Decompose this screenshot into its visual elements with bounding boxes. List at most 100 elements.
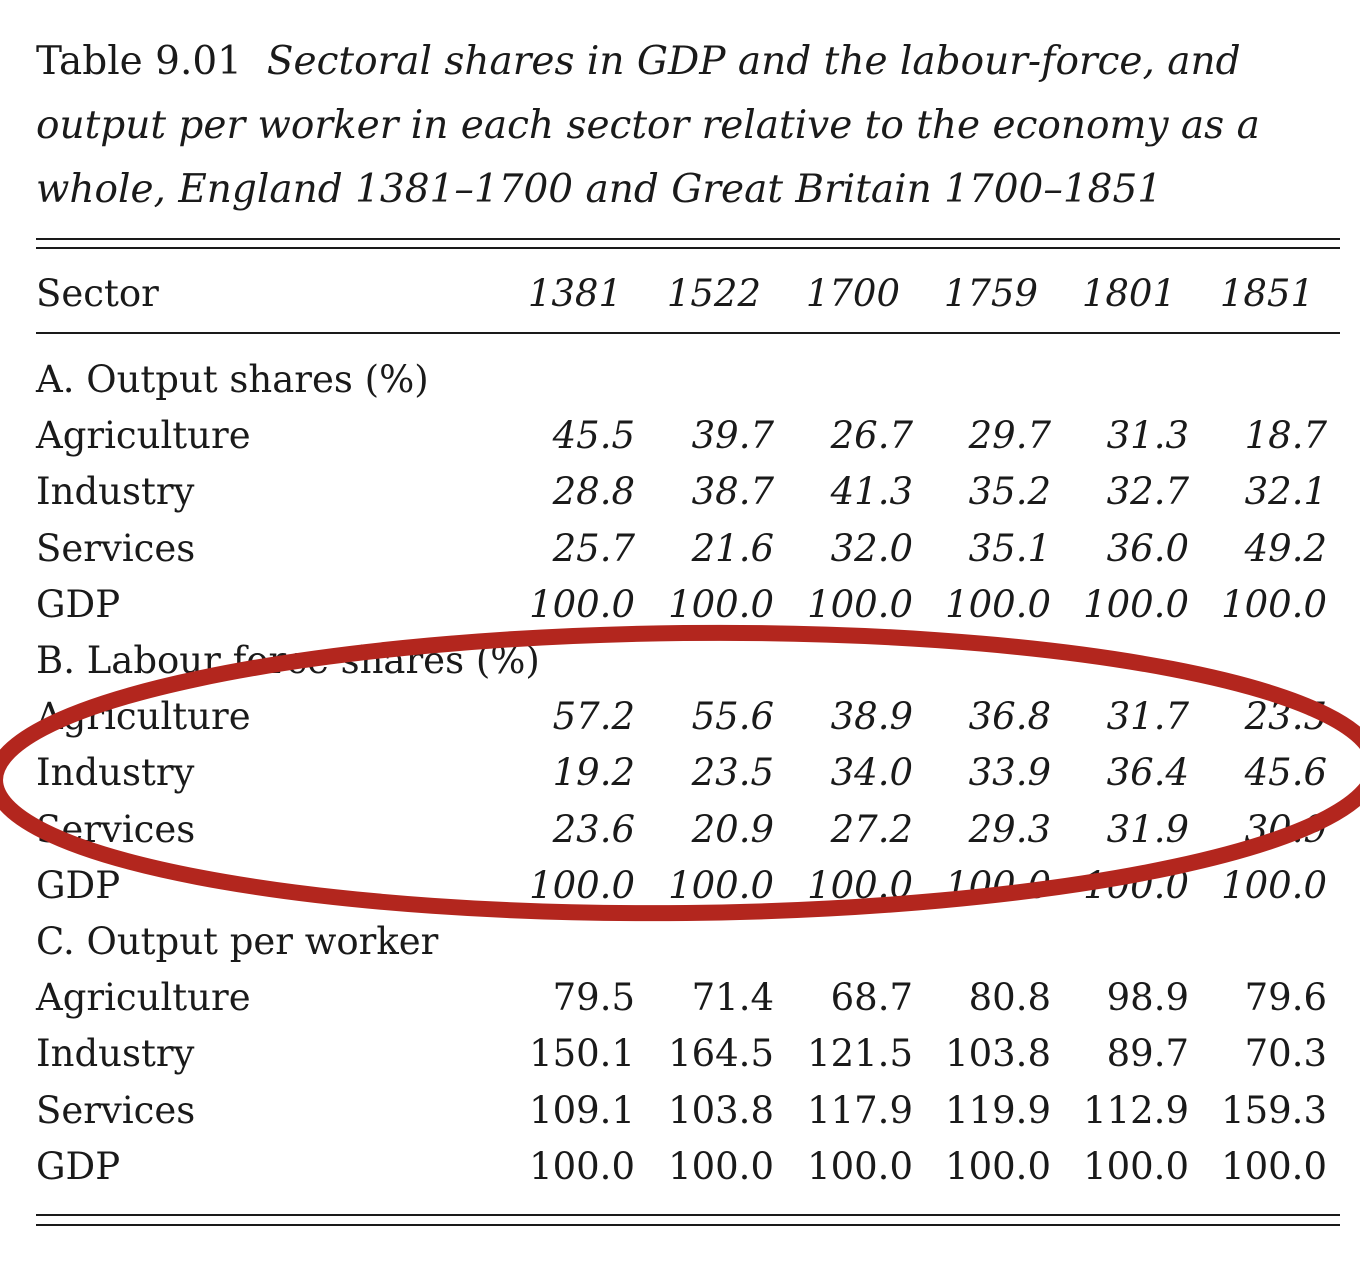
value-cell: 30.9 [1244,807,1327,851]
value-cell: 100.0 [807,582,913,626]
header-year: 1759 [943,272,1038,315]
value-cell: 98.9 [1106,976,1189,1020]
value-cell: 100.0 [945,1144,1051,1188]
value-cell: 71.4 [691,976,774,1020]
header-row: Sector 1381 1522 1700 1759 1801 1851 [0,266,1360,322]
header-year: 1851 [1219,272,1314,315]
top-rule-2 [36,247,1340,249]
value-cell: 117.9 [807,1088,913,1132]
value-cell: 68.7 [830,976,913,1020]
top-rule-1 [36,238,1340,240]
row-label: Services [36,526,196,570]
value-cell: 29.7 [968,414,1051,458]
value-cell: 100.0 [1083,1144,1189,1188]
table-row: Services 23.6 20.9 27.2 29.3 31.9 30.9 [0,802,1360,858]
value-cell: 150.1 [529,1032,635,1076]
value-cell: 159.3 [1221,1088,1327,1132]
value-cell: 121.5 [807,1032,913,1076]
row-label: GDP [36,863,121,907]
header-year: 1801 [1081,272,1176,315]
section-title: B. Labour force shares (%) [36,639,540,682]
value-cell: 36.8 [968,695,1051,739]
value-cell: 100.0 [529,863,635,907]
section-title-row: B. Labour force shares (%) [0,633,1360,689]
row-label: Industry [36,470,195,514]
section-title-row: A. Output shares (%) [0,352,1360,408]
value-cell: 49.2 [1244,526,1327,570]
value-cell: 100.0 [1221,1144,1327,1188]
value-cell: 26.7 [830,414,913,458]
value-cell: 100.0 [1083,582,1189,626]
value-cell: 100.0 [668,1144,774,1188]
value-cell: 38.9 [830,695,913,739]
value-cell: 79.6 [1244,976,1327,1020]
value-cell: 100.0 [807,1144,913,1188]
row-label: Services [36,807,196,851]
row-label: Agriculture [36,976,251,1020]
value-cell: 119.9 [945,1088,1051,1132]
value-cell: 28.8 [552,470,635,514]
value-cell: 33.9 [968,751,1051,795]
value-cell: 80.8 [968,976,1051,1020]
bottom-rule-2 [36,1224,1340,1226]
header-rule [36,332,1340,334]
value-cell: 36.4 [1106,751,1189,795]
section-title-row: C. Output per worker [0,914,1360,970]
value-cell: 23.5 [1244,695,1327,739]
value-cell: 32.7 [1106,470,1189,514]
value-cell: 100.0 [945,863,1051,907]
value-cell: 20.9 [691,807,774,851]
table-row: Industry 19.2 23.5 34.0 33.9 36.4 45.6 [0,745,1360,801]
header-year: 1700 [805,272,900,315]
value-cell: 35.1 [968,526,1051,570]
table-row: GDP 100.0 100.0 100.0 100.0 100.0 100.0 [0,858,1360,914]
table-row: GDP 100.0 100.0 100.0 100.0 100.0 100.0 [0,577,1360,633]
row-label: Agriculture [36,695,251,739]
value-cell: 25.7 [552,526,635,570]
table-number: Table 9.01 [36,39,242,84]
table-title: Sectoral shares in GDP and the labour-fo… [36,39,1260,212]
row-label: GDP [36,582,121,626]
table-row: GDP 100.0 100.0 100.0 100.0 100.0 100.0 [0,1139,1360,1195]
value-cell: 41.3 [830,470,913,514]
value-cell: 27.2 [830,807,913,851]
table-caption: Table 9.01 Sectoral shares in GDP and th… [36,30,1346,222]
value-cell: 39.7 [691,414,774,458]
header-year: 1381 [527,272,622,315]
table-row: Agriculture 45.5 39.7 26.7 29.7 31.3 18.7 [0,408,1360,464]
header-year: 1522 [666,272,761,315]
bottom-rule-1 [36,1214,1340,1216]
value-cell: 164.5 [668,1032,774,1076]
section-title: A. Output shares (%) [36,358,429,401]
value-cell: 55.6 [691,695,774,739]
value-cell: 100.0 [945,582,1051,626]
value-cell: 100.0 [668,582,774,626]
table-row: Agriculture 79.5 71.4 68.7 80.8 98.9 79.6 [0,970,1360,1026]
value-cell: 23.5 [691,751,774,795]
value-cell: 32.1 [1244,470,1327,514]
row-label: GDP [36,1144,121,1188]
value-cell: 100.0 [1221,582,1327,626]
table-row: Agriculture 57.2 55.6 38.9 36.8 31.7 23.5 [0,689,1360,745]
value-cell: 109.1 [529,1088,635,1132]
table-row: Services 109.1 103.8 117.9 119.9 112.9 159.3 [0,1083,1360,1139]
value-cell: 70.3 [1244,1032,1327,1076]
value-cell: 45.5 [552,414,635,458]
value-cell: 36.0 [1106,526,1189,570]
value-cell: 103.8 [945,1032,1051,1076]
value-cell: 18.7 [1244,414,1327,458]
value-cell: 35.2 [968,470,1051,514]
value-cell: 23.6 [552,807,635,851]
table-row: Services 25.7 21.6 32.0 35.1 36.0 49.2 [0,521,1360,577]
value-cell: 19.2 [552,751,635,795]
row-label: Industry [36,1032,195,1076]
table-row: Industry 150.1 164.5 121.5 103.8 89.7 70.3 [0,1026,1360,1082]
value-cell: 100.0 [1221,863,1327,907]
section-title: C. Output per worker [36,920,439,963]
value-cell: 100.0 [668,863,774,907]
value-cell: 32.0 [830,526,913,570]
table-row: Industry 28.8 38.7 41.3 35.2 32.7 32.1 [0,464,1360,520]
row-label: Industry [36,751,195,795]
value-cell: 31.7 [1106,695,1189,739]
value-cell: 57.2 [552,695,635,739]
